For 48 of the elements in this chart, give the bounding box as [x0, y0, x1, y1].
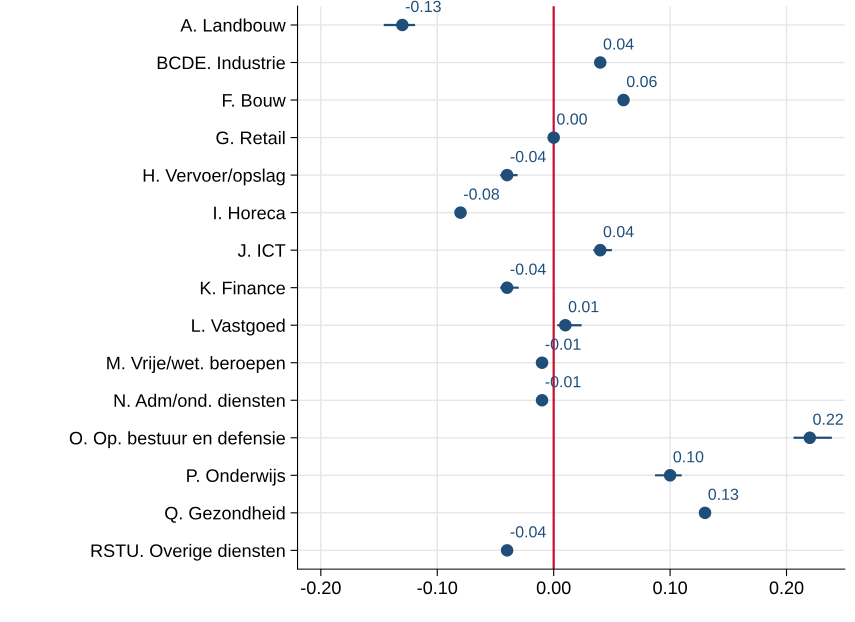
y-tick-label: H. Vervoer/opslag: [144, 168, 285, 186]
point: [594, 56, 606, 69]
point: [594, 244, 606, 256]
y-tick-label: I. Horeca: [214, 206, 286, 220]
data-label: 0.04: [604, 226, 634, 238]
y-tick-label: P. Onderwijs: [187, 468, 286, 486]
y-tick-label: G. Retail: [216, 131, 285, 144]
y-tick-label: M. Vrije/wet. beroepen: [107, 356, 285, 374]
data-label: 0.22: [813, 414, 843, 425]
y-tick-label: L. Vastgoed: [192, 318, 285, 336]
data-label: 0.06: [626, 76, 657, 88]
point: [698, 506, 712, 520]
point: [500, 281, 514, 294]
x-tick-label: -0.10: [417, 581, 458, 594]
point: [664, 469, 676, 482]
x-tick-label: 0.00: [536, 581, 571, 594]
point: [500, 168, 514, 182]
x-tick-label: -0.20: [301, 581, 341, 594]
data-label: 0.13: [708, 488, 738, 500]
x-tick-label: 0.20: [770, 581, 804, 594]
data-label: 0.01: [568, 301, 598, 312]
data-label: 0.00: [557, 113, 587, 125]
point: [804, 432, 816, 444]
y-tick-label: O. Op. bestuur en defensie: [70, 431, 285, 448]
y-tick-label: Q. Gezondheid: [165, 506, 285, 523]
data-label: -0.13: [406, 0, 441, 12]
y-tick-label: A. Landbouw: [180, 18, 286, 32]
point: [559, 318, 572, 332]
point: [536, 394, 548, 407]
point: [500, 544, 514, 557]
x-tick-label: 0.10: [653, 581, 687, 594]
data-label: -0.04: [510, 263, 546, 275]
y-tick-label: J. ICT: [238, 244, 286, 257]
y-tick-label: N. Adm/ond. diensten: [114, 394, 285, 407]
point: [617, 94, 630, 106]
point: [396, 18, 409, 32]
y-tick-label: BCDE. Industrie: [158, 56, 285, 70]
point: [454, 206, 467, 219]
point: [547, 131, 560, 144]
data-label: -0.04: [510, 150, 546, 162]
data-label: -0.08: [464, 188, 500, 200]
y-tick-label: K. Finance: [200, 281, 285, 294]
data-label: 0.04: [604, 38, 634, 50]
y-tick-label: F. Bouw: [223, 94, 286, 107]
data-label: 0.10: [674, 451, 704, 462]
data-label: -0.04: [510, 526, 546, 538]
y-tick-label: RSTU. Overige diensten: [92, 544, 285, 561]
point: [536, 356, 548, 369]
